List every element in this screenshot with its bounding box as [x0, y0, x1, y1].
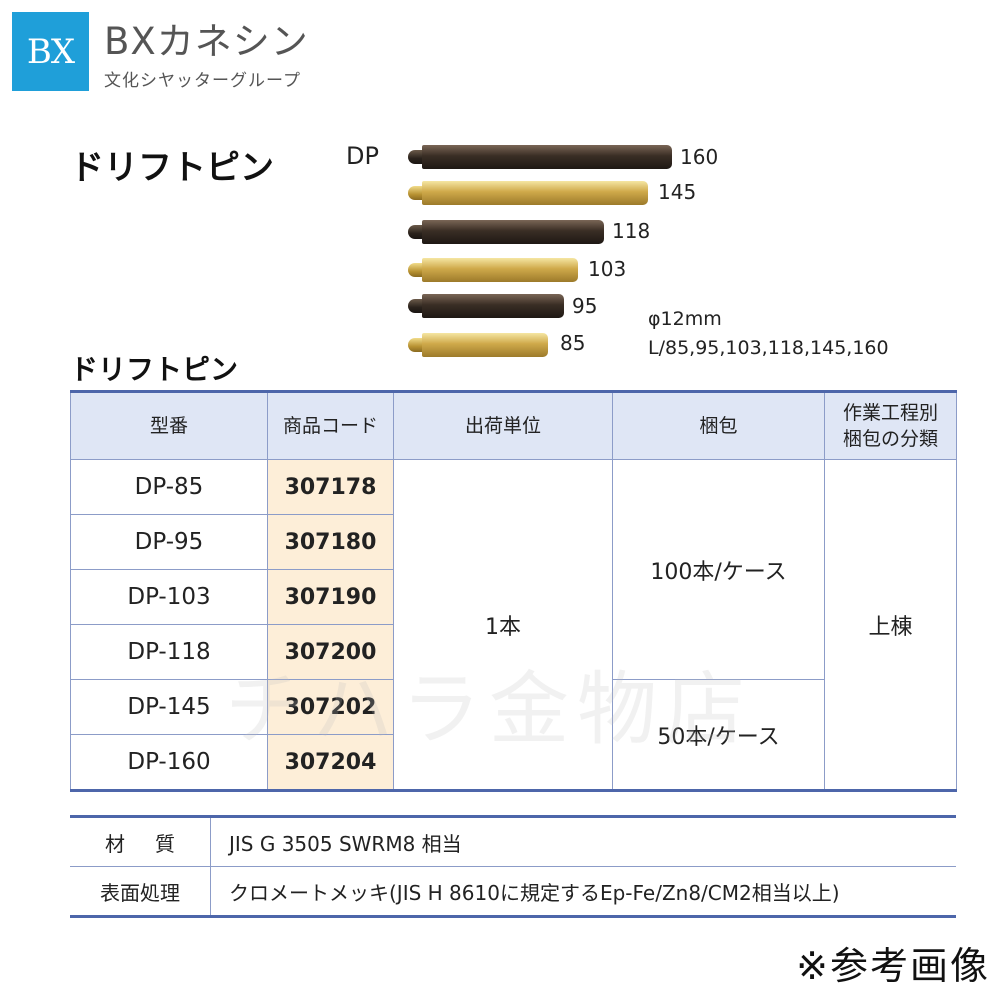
- pin-160: [408, 144, 672, 170]
- pin-118: [408, 219, 604, 245]
- code-cell: 307180: [267, 514, 394, 570]
- header-category-line1: 作業工程別: [842, 402, 938, 424]
- surface-label: 表面処理: [70, 866, 211, 917]
- model-cell: DP-118: [70, 624, 268, 680]
- length-spec: L/85,95,103,118,145,160: [648, 337, 889, 359]
- pin-145: [408, 180, 648, 206]
- category-cell: 上棟: [824, 459, 957, 791]
- table-header-row: 型番 商品コード 出荷単位 梱包 作業工程別 梱包の分類: [70, 391, 957, 460]
- brand-logo: BX: [12, 12, 89, 91]
- material-value: JIS G 3505 SWRM8 相当: [210, 816, 956, 867]
- table-row: DP-103 307190: [70, 569, 957, 625]
- diameter-spec: φ12mm: [648, 308, 722, 330]
- series-label: DP: [346, 142, 379, 170]
- brand-name: BXカネシン: [104, 20, 309, 63]
- material-label-text: 材質: [105, 831, 205, 856]
- code-cell: 307202: [267, 679, 394, 735]
- model-cell: DP-145: [70, 679, 268, 735]
- header-model: 型番: [70, 391, 268, 460]
- page-title: ドリフトピン: [70, 148, 274, 188]
- table-row: DP-85 307178 1本 100本/ケース 上棟: [70, 459, 957, 791]
- model-cell: DP-85: [70, 459, 268, 515]
- model-cell: DP-160: [70, 734, 268, 791]
- code-cell: 307200: [267, 624, 394, 680]
- brand-block: BXカネシン 文化シヤッターグループ: [104, 20, 309, 91]
- header-unit: 出荷単位: [393, 391, 613, 460]
- pin-85: [408, 332, 548, 358]
- product-table: 型番 商品コード 出荷単位 梱包 作業工程別 梱包の分類 DP-85 30717…: [70, 390, 957, 792]
- table-row: DP-118 307200: [70, 624, 957, 680]
- pin-95: [408, 293, 564, 319]
- brand-logo-text: BX: [26, 31, 75, 72]
- packing-cell: 100本/ケース: [612, 459, 825, 680]
- table-row: DP-160 307204: [70, 734, 957, 791]
- material-label: 材質: [70, 816, 211, 867]
- pin-length-label: 85: [560, 331, 586, 355]
- pin-length-label: 103: [588, 257, 627, 281]
- code-cell: 307190: [267, 569, 394, 625]
- pin-103: [408, 257, 578, 283]
- header-code: 商品コード: [267, 391, 394, 460]
- model-cell: DP-95: [70, 514, 268, 570]
- pin-length-label: 160: [680, 145, 719, 169]
- table-title: ドリフトピン: [70, 353, 239, 386]
- header-category-line2: 梱包の分類: [842, 428, 938, 450]
- reference-note: ※参考画像: [796, 944, 990, 988]
- model-cell: DP-103: [70, 569, 268, 625]
- table-row: DP-145 307202 50本/ケース: [70, 679, 957, 791]
- surface-value: クロメートメッキ(JIS H 8610に規定するEp-Fe/Zn8/CM2相当以…: [210, 866, 956, 917]
- brand-subtitle: 文化シヤッターグループ: [104, 71, 301, 91]
- unit-cell: 1本: [393, 459, 613, 791]
- code-cell: 307204: [267, 734, 394, 791]
- header-packing: 梱包: [612, 391, 825, 460]
- code-cell: 307178: [267, 459, 394, 515]
- header-category: 作業工程別 梱包の分類: [824, 391, 957, 460]
- packing-cell: 50本/ケース: [612, 679, 825, 791]
- pin-length-label: 145: [658, 180, 697, 204]
- spec-row-surface: 表面処理 クロメートメッキ(JIS H 8610に規定するEp-Fe/Zn8/C…: [70, 866, 956, 917]
- pin-length-label: 118: [612, 219, 651, 243]
- spec-table: 材質 JIS G 3505 SWRM8 相当 表面処理 クロメートメッキ(JIS…: [70, 815, 956, 918]
- spec-row-material: 材質 JIS G 3505 SWRM8 相当: [70, 816, 956, 867]
- pin-length-label: 95: [572, 294, 598, 318]
